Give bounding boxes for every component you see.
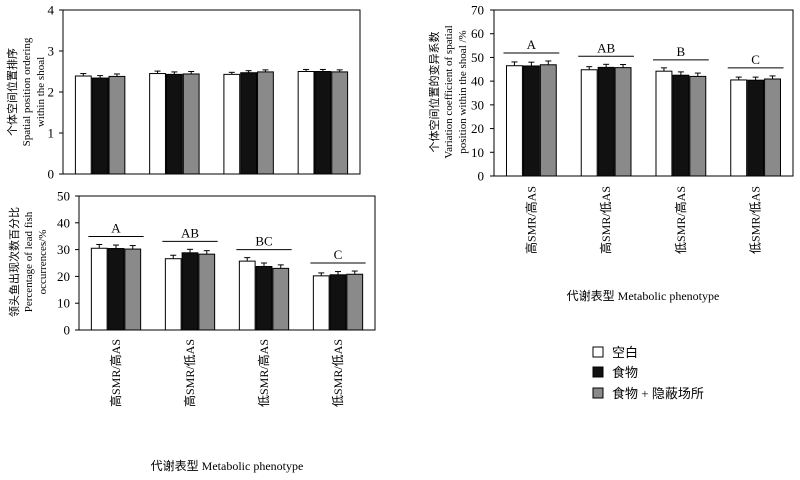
y-tick-label: 20 <box>57 269 70 284</box>
bar <box>614 67 632 177</box>
y-tick-label: 0 <box>64 323 71 338</box>
y-axis-label: 个体空间位置排序 Spatial position ordering within … <box>5 37 47 146</box>
y-tick-label: 4 <box>48 3 55 18</box>
y-tick-label: 50 <box>57 189 70 204</box>
bar <box>181 252 199 331</box>
chart-spatial-ordering: 0 1 2 3 4 个体空间位置排序 Spatial position ordering wi… <box>5 3 361 182</box>
bar <box>580 69 598 177</box>
bar <box>238 260 256 331</box>
y-axis-label-cn: 个体空间位置的变异系数 <box>427 32 441 153</box>
plot-frame <box>78 195 376 331</box>
x-category-label: 低SMR/高AS <box>673 186 688 254</box>
bar <box>90 247 108 331</box>
bar <box>257 71 274 175</box>
bar <box>182 73 200 175</box>
y-axis-label-en: Percentage of lead fish <box>23 211 35 312</box>
bar <box>107 248 125 331</box>
bar <box>164 258 182 331</box>
legend-label-food-shelter: 食物 + 隐蔽场所 <box>612 386 704 401</box>
x-axis-label: 代谢表型 Metabolic phenotype <box>151 458 304 473</box>
legend-swatch-blank <box>592 346 604 358</box>
y-axis-label: 个体空间位置的变异系数 Variation coefficient of spat… <box>427 25 469 158</box>
y-axis-label-en: within the shoal <box>35 57 47 127</box>
bar <box>747 79 765 177</box>
x-category-label: 高SMR/低AS <box>182 339 197 407</box>
legend-swatch-food <box>592 366 604 378</box>
x-category-label: 高SMR/高AS <box>523 186 538 254</box>
significance-letter: C <box>334 247 343 262</box>
significance-letter: B <box>677 44 686 59</box>
bar <box>764 78 782 177</box>
bar <box>223 73 241 175</box>
legend: 空白 食物 食物 + 隐蔽场所 <box>592 345 704 401</box>
bar <box>505 65 523 177</box>
y-tick-label: 1 <box>48 126 55 141</box>
legend-swatch-food-shelter <box>592 387 604 399</box>
bar <box>346 273 364 331</box>
bar <box>297 71 315 175</box>
significance-letter: A <box>111 221 121 236</box>
y-tick-label: 70 <box>471 3 484 18</box>
bar <box>108 75 126 175</box>
legend-label-food: 食物 <box>612 365 638 380</box>
y-axis-label-cn: 个体空间位置排序 <box>5 48 19 136</box>
bar <box>91 77 109 175</box>
plot-frame <box>493 9 794 177</box>
bar <box>331 71 349 175</box>
bar <box>522 65 540 177</box>
x-category-label: 低SMR/低AS <box>331 339 345 407</box>
y-tick-label: 40 <box>471 74 484 89</box>
bar <box>272 267 290 331</box>
x-category-label: 低SMR/高AS <box>256 339 271 407</box>
x-category-label: 高SMR/低AS <box>598 186 613 254</box>
significance-letter: BC <box>255 234 272 249</box>
bar <box>689 75 707 177</box>
y-axis-label-en: Spatial position ordering <box>21 37 33 146</box>
bar <box>149 73 166 175</box>
significance-letter: AB <box>597 40 615 55</box>
bar <box>730 79 748 177</box>
x-axis-label: 代谢表型 Metabolic phenotype <box>567 288 720 303</box>
y-axis-label: 领头鱼出现次数百分比 Percentage of lead fish occurre… <box>7 207 49 317</box>
bar <box>198 253 216 331</box>
y-tick-label: 40 <box>57 215 70 230</box>
y-tick-label: 0 <box>48 167 55 182</box>
y-tick-label: 0 <box>478 169 485 184</box>
significance-letter: C <box>751 52 760 67</box>
bar <box>314 71 332 175</box>
y-tick-label: 60 <box>471 26 484 41</box>
bar <box>655 70 673 177</box>
y-tick-label: 30 <box>471 97 484 112</box>
chart-lead-fish: 0 10 20 30 40 50 领头鱼出现次数百分比 Percentage of lead … <box>7 189 376 473</box>
y-axis-label-en: position within the shoal /% <box>457 30 469 153</box>
bar <box>124 248 142 331</box>
bar <box>255 265 273 331</box>
bar <box>165 73 183 175</box>
y-tick-label: 20 <box>471 121 484 136</box>
y-tick-label: 3 <box>48 44 55 59</box>
significance-letter: A <box>527 37 537 52</box>
y-axis-label-en: Variation coefficient of spatial <box>443 25 455 158</box>
significance-letter: AB <box>181 225 199 240</box>
y-axis-label-cn: 领头鱼出现次数百分比 <box>7 207 21 317</box>
y-tick-label: 10 <box>471 145 484 160</box>
y-tick-label: 30 <box>57 242 70 257</box>
bar <box>74 75 92 175</box>
x-category-label: 高SMR/高AS <box>108 339 123 407</box>
y-tick-label: 10 <box>57 296 70 311</box>
x-category-label: 低SMR/低AS <box>749 186 763 254</box>
y-tick-label: 50 <box>471 50 484 65</box>
bar <box>312 275 330 331</box>
bar <box>672 74 690 177</box>
legend-label-blank: 空白 <box>612 345 638 360</box>
y-tick-label: 2 <box>48 85 55 100</box>
y-axis-label-en: occurrences/% <box>37 230 49 295</box>
bar <box>329 274 347 331</box>
bar <box>597 66 615 177</box>
bar <box>539 64 557 177</box>
bar <box>240 72 258 175</box>
